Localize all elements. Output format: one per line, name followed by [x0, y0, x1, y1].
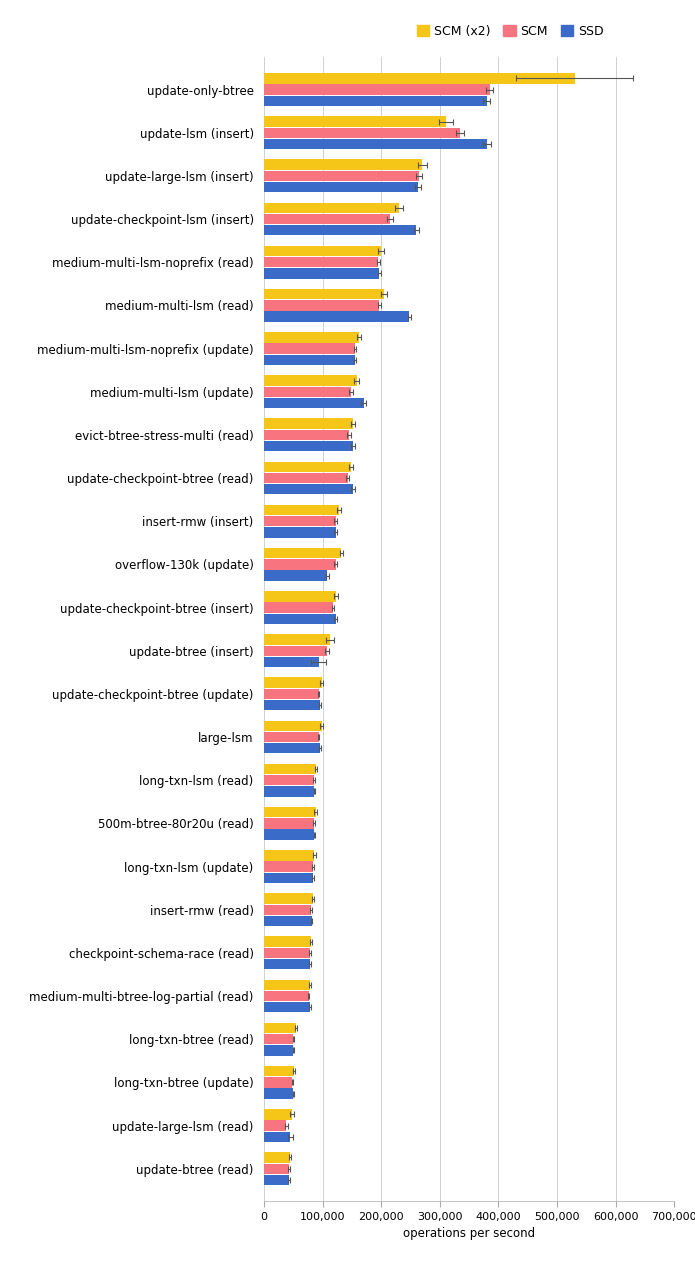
Bar: [264, 916, 311, 927]
Bar: [264, 418, 353, 428]
Bar: [264, 657, 318, 667]
Bar: [264, 117, 445, 127]
Legend: SCM (x2), SCM, SSD: SCM (x2), SCM, SSD: [411, 20, 609, 43]
Bar: [264, 1131, 291, 1141]
Bar: [264, 1153, 290, 1163]
Bar: [264, 527, 336, 538]
Bar: [264, 516, 336, 526]
Bar: [264, 559, 336, 569]
Bar: [264, 787, 314, 797]
Bar: [264, 764, 316, 774]
Bar: [264, 441, 353, 451]
Bar: [264, 1023, 296, 1033]
Bar: [264, 873, 313, 883]
Bar: [264, 1066, 294, 1077]
Bar: [264, 775, 314, 785]
Bar: [264, 225, 416, 235]
Bar: [264, 202, 399, 214]
Bar: [264, 862, 313, 872]
Bar: [264, 571, 327, 581]
Bar: [264, 937, 311, 947]
Bar: [264, 127, 460, 139]
Bar: [264, 375, 357, 385]
Bar: [264, 700, 320, 710]
Bar: [264, 980, 310, 990]
Bar: [264, 1088, 293, 1099]
Bar: [264, 268, 379, 278]
Bar: [264, 602, 333, 613]
Bar: [264, 74, 575, 84]
Bar: [264, 1163, 288, 1174]
Bar: [264, 343, 355, 353]
Bar: [264, 634, 329, 644]
Bar: [264, 214, 390, 224]
Bar: [264, 461, 351, 472]
Bar: [264, 905, 311, 915]
Bar: [264, 948, 310, 958]
Bar: [264, 614, 336, 624]
Bar: [264, 95, 486, 105]
Bar: [264, 732, 318, 742]
Bar: [264, 894, 313, 904]
Bar: [264, 721, 322, 731]
Bar: [264, 1035, 293, 1045]
Bar: [264, 355, 355, 365]
Bar: [264, 245, 382, 257]
Bar: [264, 1045, 293, 1056]
Bar: [264, 1002, 310, 1013]
Bar: [264, 159, 423, 170]
Bar: [264, 677, 322, 688]
Bar: [264, 505, 339, 515]
X-axis label: operations per second: operations per second: [403, 1227, 535, 1240]
Bar: [264, 398, 363, 408]
Bar: [264, 548, 341, 558]
Bar: [264, 386, 351, 397]
Bar: [264, 591, 336, 601]
Bar: [264, 744, 320, 754]
Bar: [264, 332, 359, 342]
Bar: [264, 1110, 292, 1120]
Bar: [264, 139, 486, 149]
Bar: [264, 300, 379, 310]
Bar: [264, 1120, 286, 1131]
Bar: [264, 170, 419, 180]
Bar: [264, 430, 349, 440]
Bar: [264, 958, 310, 970]
Bar: [264, 850, 314, 860]
Bar: [264, 182, 418, 192]
Bar: [264, 1078, 292, 1088]
Bar: [264, 289, 384, 300]
Bar: [264, 484, 353, 494]
Bar: [264, 807, 316, 817]
Bar: [264, 819, 314, 829]
Bar: [264, 311, 409, 322]
Bar: [264, 646, 327, 656]
Bar: [264, 991, 309, 1002]
Bar: [264, 473, 348, 483]
Bar: [264, 84, 489, 95]
Bar: [264, 689, 318, 699]
Bar: [264, 257, 378, 267]
Bar: [264, 1174, 289, 1185]
Bar: [264, 830, 314, 840]
